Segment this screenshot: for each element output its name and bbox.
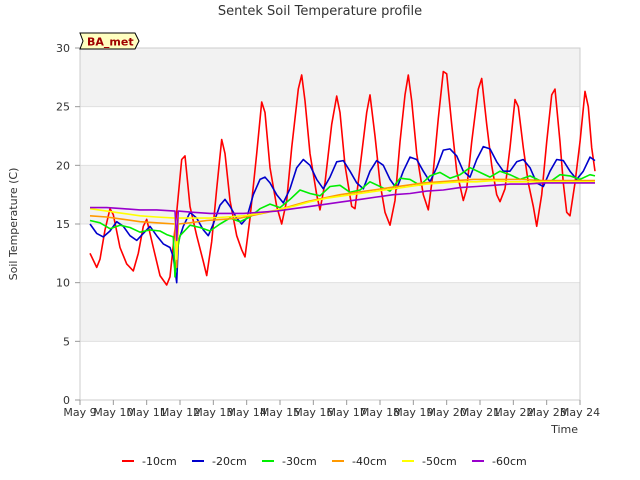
y-tick-label: 30 [56, 42, 70, 55]
chart-title: Sentek Soil Temperature profile [218, 4, 422, 19]
legend-label: -30cm [282, 455, 317, 468]
y-tick-label: 20 [56, 159, 70, 172]
station-badge-box [79, 32, 140, 50]
series-line-minus-10cm [89, 70, 596, 286]
x-tick-label: May 12 [160, 406, 200, 419]
x-tick-label: May 9 [63, 406, 96, 419]
background-band [80, 165, 580, 224]
x-tick-label: May 11 [127, 406, 167, 419]
x-tick-label: May 16 [293, 406, 333, 419]
station-badge-label: BA_met [87, 36, 134, 49]
x-tick-label: May 13 [193, 406, 233, 419]
x-tick-label: May 10 [93, 406, 133, 419]
y-tick-label: 15 [56, 218, 70, 231]
legend-label: -10cm [142, 455, 177, 468]
x-tick-label: May 18 [360, 406, 400, 419]
x-tick-label: May 17 [327, 406, 367, 419]
background-band [80, 282, 580, 342]
legend-label: -20cm [212, 455, 247, 468]
y-tick-label: 5 [63, 335, 70, 348]
y-axis-ticks: 0 5 10 15 20 25 30 [56, 42, 80, 407]
x-tick-label: May 15 [260, 406, 300, 419]
legend-label: -40cm [352, 455, 387, 468]
background-band [80, 224, 580, 283]
x-tick-label: May 21 [460, 406, 500, 419]
y-axis-label: Soil Temperature (C) [7, 168, 20, 281]
y-tick-label: 25 [56, 101, 70, 114]
x-tick-label: May 20 [427, 406, 467, 419]
x-tick-label: May 22 [493, 406, 533, 419]
x-tick-label: May 19 [393, 406, 433, 419]
y-tick-label: 0 [63, 394, 70, 407]
x-axis-label: Time [550, 423, 578, 436]
legend-label: -60cm [492, 455, 527, 468]
legend: -10cm -20cm -30cm -40cm -50cm -60cm [122, 455, 527, 468]
background-band [80, 48, 580, 107]
station-badge: BA_met [79, 32, 140, 50]
series-line-minus-30cm [89, 166, 596, 278]
x-tick-label: May 24 [560, 406, 600, 419]
y-tick-label: 10 [56, 277, 70, 290]
series-line-minus-60cm [90, 182, 595, 242]
series-layer [89, 70, 596, 286]
x-tick-label: May 14 [227, 406, 267, 419]
x-tick-label: May 23 [527, 406, 567, 419]
background-band [80, 341, 580, 400]
legend-label: -50cm [422, 455, 457, 468]
